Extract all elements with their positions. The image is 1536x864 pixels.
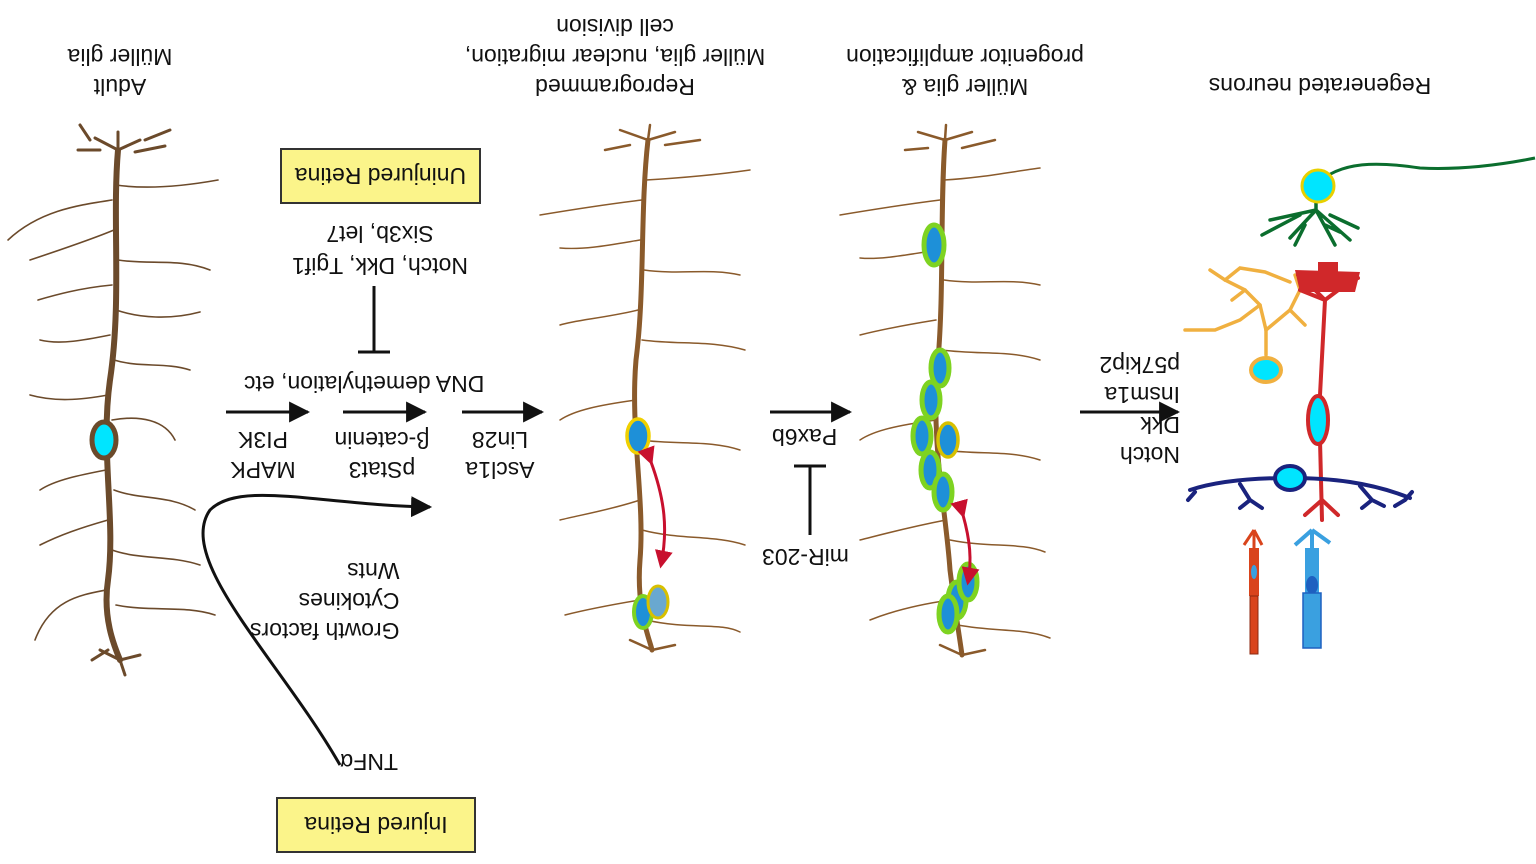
stage-title-reprogrammed: Reprogrammed Müller glia, nuclear migrat… bbox=[440, 12, 790, 102]
amplification-muller-glia bbox=[839, 123, 1051, 658]
factor-insm1a: Insm1a bbox=[1104, 382, 1180, 408]
factor-pax6b: Pax6b bbox=[772, 424, 838, 450]
stage-title-adult-line1: Adult bbox=[93, 74, 147, 100]
migration-arrow-2 bbox=[950, 498, 980, 586]
rod-photoreceptor bbox=[1293, 528, 1332, 649]
inhibition-uninjured bbox=[358, 286, 390, 354]
daughter-nucleus-b bbox=[646, 584, 670, 620]
progenitor-cluster bbox=[910, 222, 980, 635]
amacrine-soma bbox=[1249, 356, 1283, 384]
signal-cytokines: Cytokines bbox=[298, 588, 400, 614]
late-factors: Notch Dkk Insm1a p57kip2 bbox=[1080, 350, 1180, 470]
uninjured-inhibitors: Notch, Dkk, Tgif1 Six3b, let7 bbox=[280, 218, 480, 282]
factor-col2: pStat3 β-catenin bbox=[322, 425, 442, 485]
factor-pi3k: PI3K bbox=[238, 427, 288, 453]
factor-p57kip2: p57kip2 bbox=[1099, 352, 1180, 378]
uninjured-inhibitors-line1: Notch, Dkk, Tgif1 bbox=[292, 253, 468, 279]
factor-col3: Ascl1a Lin28 bbox=[455, 425, 545, 485]
amacrine-cell bbox=[1183, 266, 1307, 357]
factor-dkk: Dkk bbox=[1140, 412, 1180, 438]
factor-ascl1a: Ascl1a bbox=[465, 457, 535, 483]
cone-photoreceptor bbox=[1242, 529, 1264, 655]
stage-title-reprog-line3: cell division bbox=[556, 14, 674, 40]
reprogrammed-muller-glia bbox=[539, 123, 751, 653]
factor-mir203: miR-203 bbox=[762, 544, 849, 570]
tnf-alpha-label: TNFα bbox=[340, 749, 399, 775]
stage-title-adult-line2: Müller glia bbox=[67, 44, 173, 70]
extracellular-signals: Growth factors Cytokines Wnts bbox=[250, 556, 400, 646]
factor-beta-catenin: β-catenin bbox=[334, 427, 430, 453]
stage-title-amplification: Müller glia & progenitor amplification bbox=[820, 42, 1110, 102]
injured-retina-label: Injured Retina bbox=[304, 812, 448, 839]
arrow-injury-signal bbox=[201, 493, 433, 766]
stage-title-regenerated: Regenerated neurons bbox=[1180, 73, 1460, 99]
stage-title-reprog-line1: Reprogrammed bbox=[535, 74, 695, 100]
bipolar-terminal bbox=[1295, 262, 1360, 292]
signal-tnf-alpha: TNFα bbox=[340, 749, 399, 775]
signal-growth-factors: Growth factors bbox=[250, 618, 400, 644]
factor-notch: Notch bbox=[1119, 442, 1180, 468]
factor-mapk: MAPK bbox=[230, 457, 296, 483]
mir203-label: miR-203 bbox=[762, 544, 849, 570]
dna-demethylation-text: DNA demethylation, etc bbox=[244, 371, 485, 397]
stage-title-reprog-line2: Müller glia, nuclear migration, bbox=[464, 44, 766, 70]
signal-wnts: Wnts bbox=[347, 558, 400, 584]
factor-col1: MAPK PI3K bbox=[218, 425, 308, 485]
dna-demethylation-label: DNA demethylation, etc bbox=[244, 371, 485, 397]
bipolar-soma bbox=[1306, 394, 1330, 446]
uninjured-retina-box: Uninjured Retina bbox=[280, 148, 481, 204]
reprogrammed-nucleus bbox=[625, 417, 651, 455]
uninjured-retina-label: Uninjured Retina bbox=[294, 163, 467, 190]
ganglion-cell bbox=[1260, 156, 1536, 247]
stage-title-amp-line1: Müller glia & bbox=[901, 74, 1029, 100]
injured-retina-box: Injured Retina bbox=[276, 797, 476, 853]
stage-title-adult: Adult Müller glia bbox=[40, 42, 200, 102]
stage-title-amp-line2: progenitor amplification bbox=[846, 44, 1084, 70]
uninjured-inhibitors-line2: Six3b, let7 bbox=[326, 221, 434, 247]
adult-muller-glia bbox=[7, 123, 219, 677]
factor-pstat3: pStat3 bbox=[348, 457, 416, 483]
adult-nucleus bbox=[89, 419, 119, 461]
inhibition-mir203 bbox=[794, 464, 826, 535]
migration-arrow-1 bbox=[637, 445, 673, 569]
horizontal-soma bbox=[1273, 464, 1307, 492]
stage-title-regen-line1: Regenerated neurons bbox=[1208, 73, 1432, 99]
factor-lin28: Lin28 bbox=[471, 427, 529, 453]
factor-pax6b-label: Pax6b bbox=[772, 424, 838, 450]
